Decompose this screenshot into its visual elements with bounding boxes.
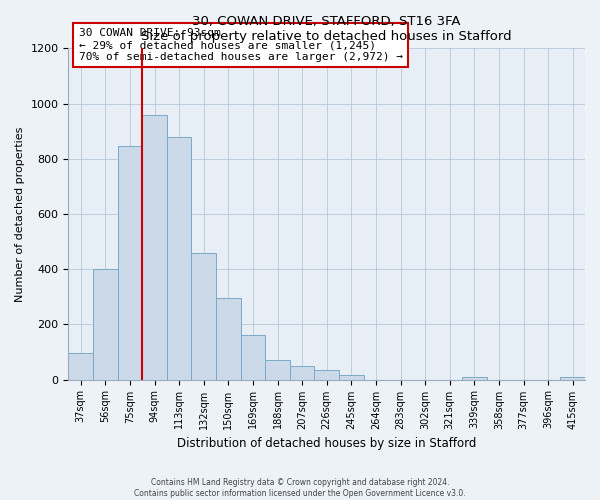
Text: 30 COWAN DRIVE: 93sqm
← 29% of detached houses are smaller (1,245)
70% of semi-d: 30 COWAN DRIVE: 93sqm ← 29% of detached … [79,28,403,62]
Text: Contains HM Land Registry data © Crown copyright and database right 2024.
Contai: Contains HM Land Registry data © Crown c… [134,478,466,498]
Bar [68,354,93,380]
Bar [216,298,241,380]
Title: 30, COWAN DRIVE, STAFFORD, ST16 3FA
Size of property relative to detached houses: 30, COWAN DRIVE, STAFFORD, ST16 3FA Size… [142,15,512,43]
Bar [167,136,191,380]
X-axis label: Distribution of detached houses by size in Stafford: Distribution of detached houses by size … [177,437,476,450]
Bar [241,336,265,380]
Bar [93,269,118,380]
Y-axis label: Number of detached properties: Number of detached properties [15,126,25,302]
Bar [191,252,216,380]
Bar [462,377,487,380]
Bar [560,377,585,380]
Bar [290,366,314,380]
Bar [142,114,167,380]
Bar [265,360,290,380]
Bar [339,374,364,380]
Bar [118,146,142,380]
Bar [314,370,339,380]
